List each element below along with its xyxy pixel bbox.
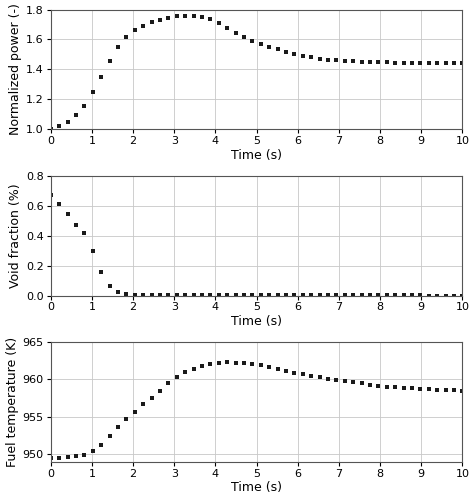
X-axis label: Time (s): Time (s) [231, 149, 282, 162]
Y-axis label: Fuel temperature (K): Fuel temperature (K) [6, 337, 19, 467]
X-axis label: Time (s): Time (s) [231, 482, 282, 494]
X-axis label: Time (s): Time (s) [231, 315, 282, 328]
Y-axis label: Void fraction (%): Void fraction (%) [9, 184, 22, 288]
Y-axis label: Normalized power (-): Normalized power (-) [9, 4, 22, 136]
